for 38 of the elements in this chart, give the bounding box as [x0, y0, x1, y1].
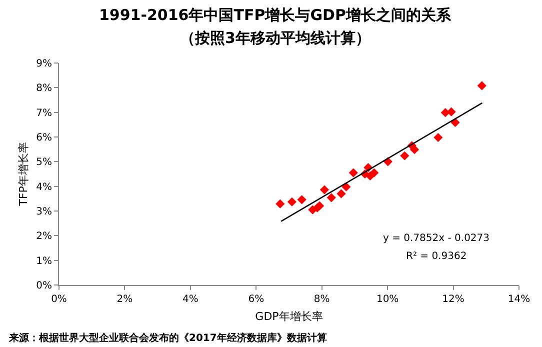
x-tick-label: 10%	[376, 294, 399, 305]
y-tick-label: 7%	[36, 108, 52, 119]
annotation: R² = 0.9362	[406, 251, 467, 262]
y-tick-label: 6%	[36, 132, 52, 144]
chart-title: 1991-2016年中国TFP增长与GDP增长之间的关系	[99, 6, 452, 24]
point	[477, 81, 486, 90]
point	[315, 201, 324, 210]
x-tick-label: 0%	[51, 294, 67, 305]
y-tick-label: 4%	[36, 182, 52, 193]
y-tick-label: 0%	[36, 280, 52, 292]
point	[400, 151, 410, 160]
point	[320, 185, 330, 194]
point	[410, 145, 420, 154]
y-tick-label: 1%	[36, 256, 52, 267]
point	[276, 199, 285, 208]
y-tick-label: 9%	[36, 58, 52, 70]
y-tick-label: 8%	[36, 83, 52, 94]
annotation: y = 0.7852x - 0.0273	[383, 233, 490, 244]
y-tick-label: 3%	[36, 206, 52, 218]
x-axis-title: GDP年增长率	[255, 310, 323, 324]
point	[336, 189, 346, 198]
point	[434, 132, 443, 142]
y-tick-label: 2%	[36, 231, 52, 242]
y-tick-label: 5%	[36, 157, 52, 168]
x-tick-label: 2%	[116, 294, 133, 305]
x-tick-label: 4%	[182, 294, 198, 305]
x-tick-label: 14%	[508, 294, 530, 305]
point	[287, 197, 297, 206]
x-tick-label: 12%	[442, 294, 464, 305]
point	[297, 195, 306, 204]
y-axis-title: TFP年增长率	[16, 142, 30, 207]
point	[348, 168, 358, 178]
point	[370, 168, 379, 178]
x-tick-label: 8%	[314, 294, 330, 305]
chart-subtitle: （按照3年移动平均线计算）	[180, 29, 370, 47]
point	[326, 193, 336, 202]
source-note: 来源：根据世界大型企业联合会发布的《2017年经济数据库》数据计算	[8, 332, 327, 344]
x-tick-label: 6%	[248, 294, 264, 305]
